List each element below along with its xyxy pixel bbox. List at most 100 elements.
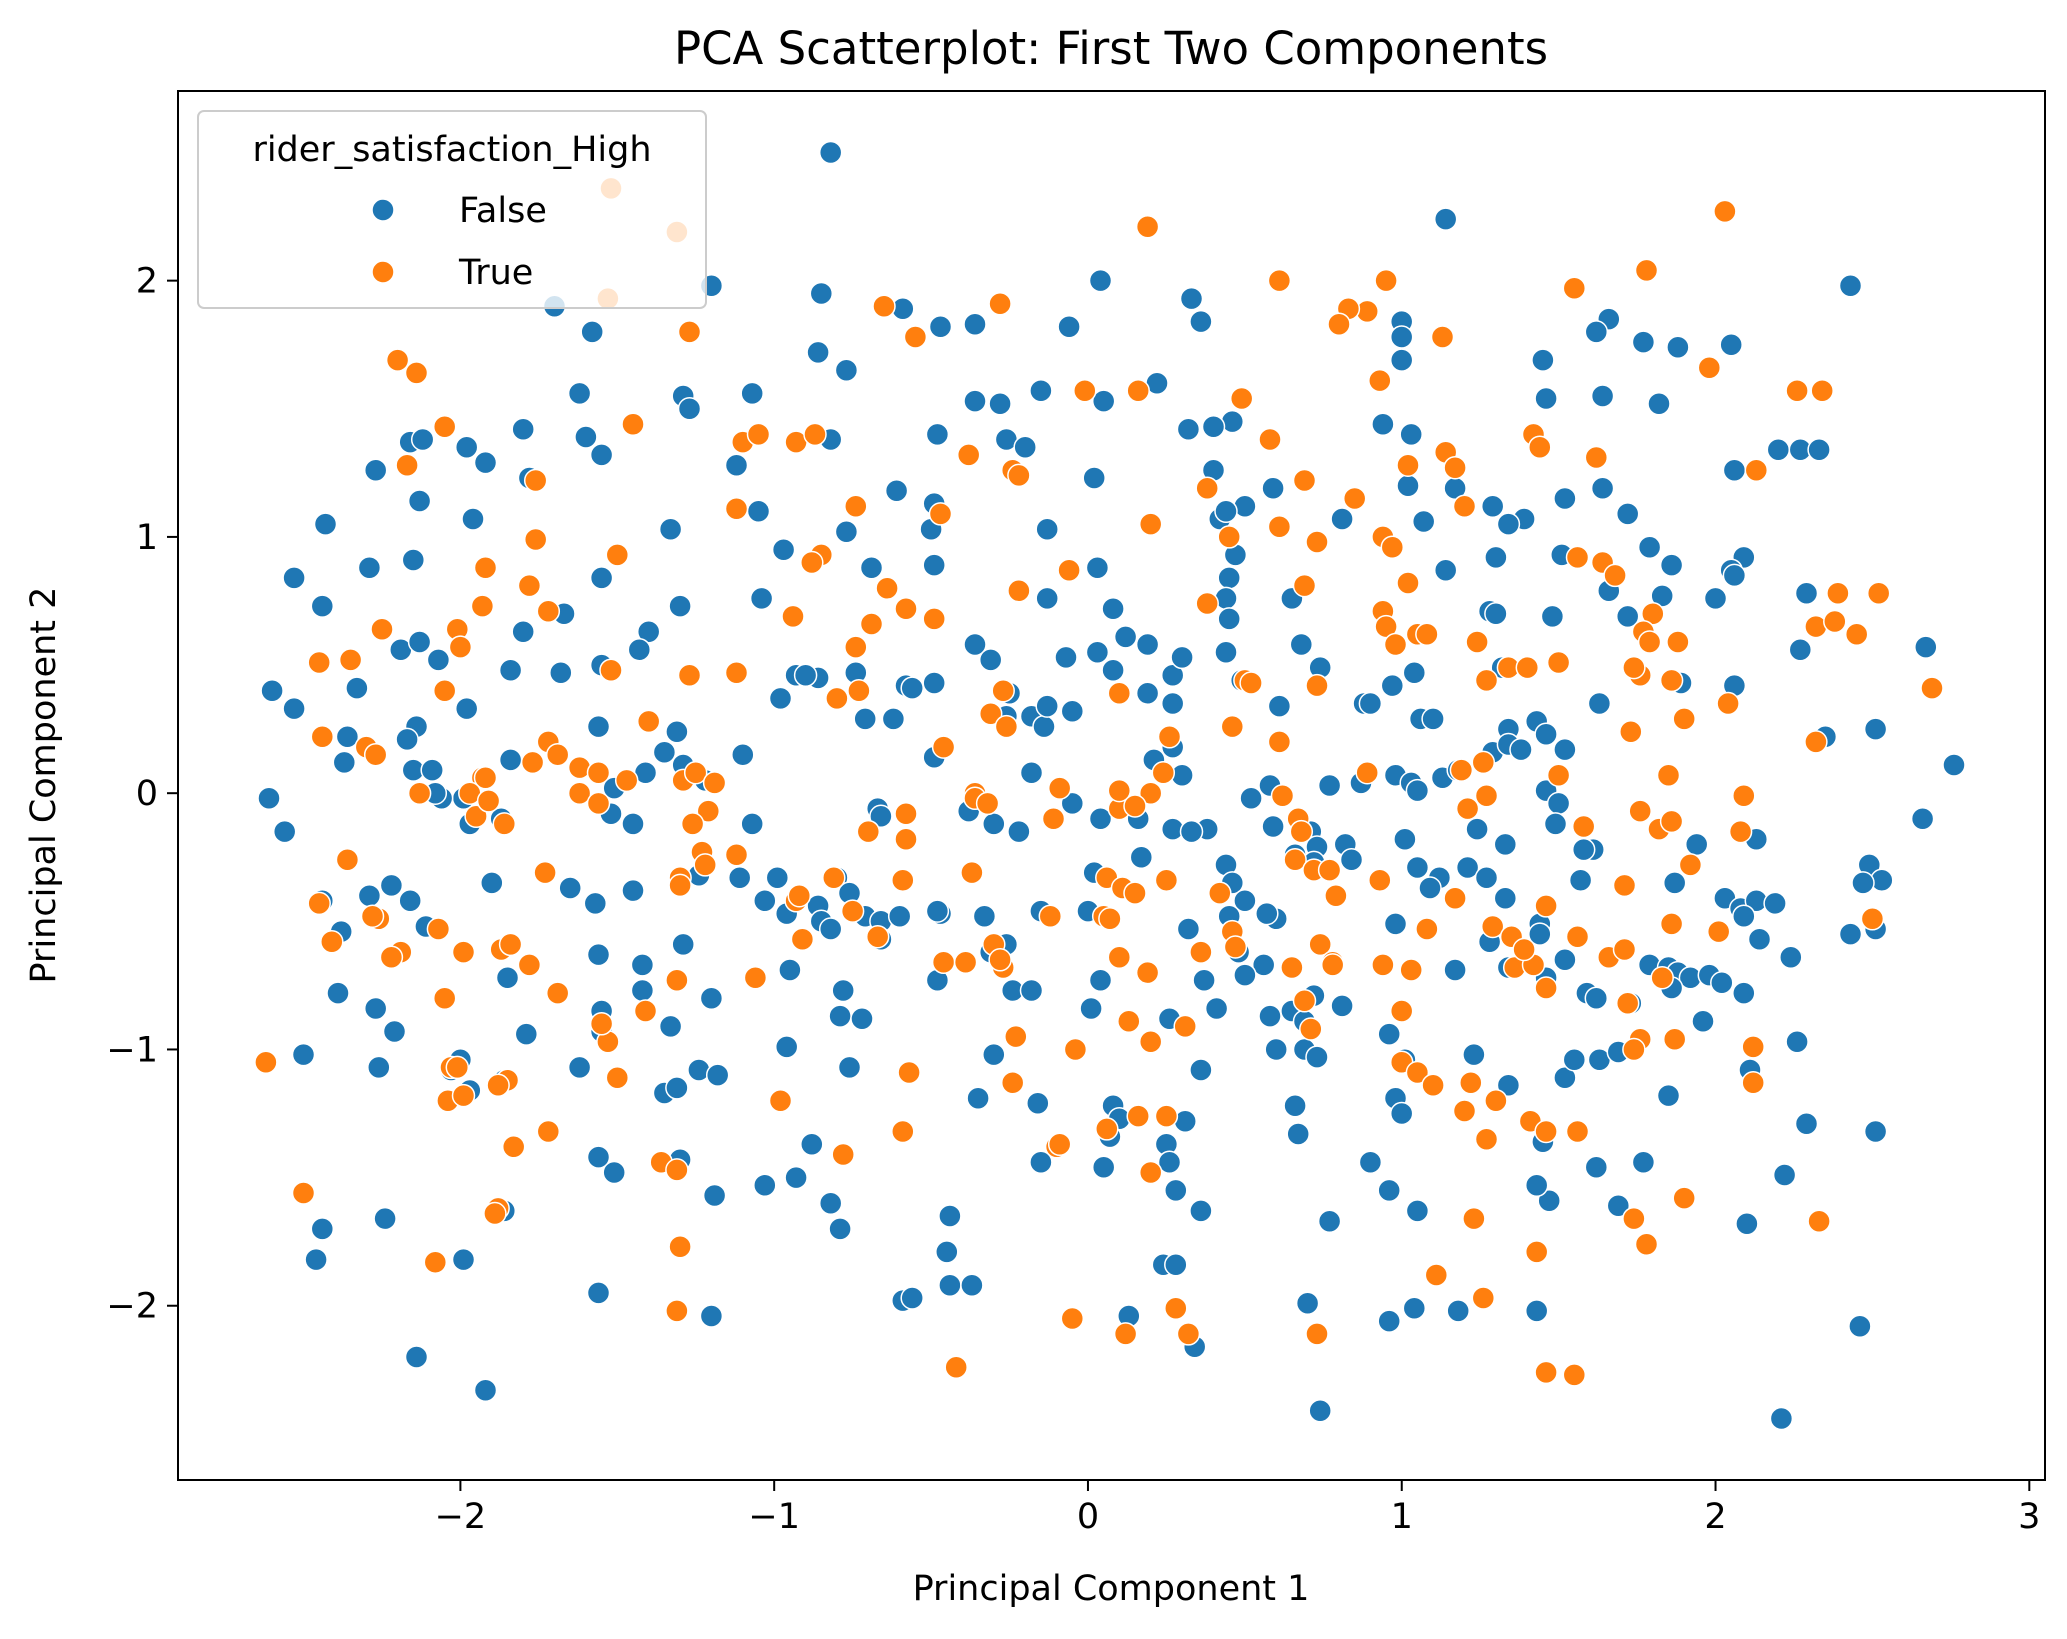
point-false-384 [586, 1145, 611, 1169]
point-true-206 [307, 891, 331, 916]
point-true-229 [1399, 958, 1423, 982]
point-false-315 [630, 978, 655, 1003]
point-true-224 [1189, 940, 1213, 964]
point-false-452 [1851, 871, 1875, 895]
point-true-76 [844, 635, 868, 659]
point-true-210 [533, 860, 557, 885]
point-true-109 [1107, 681, 1132, 705]
point-false-239 [379, 873, 404, 898]
point-true-171 [1474, 784, 1499, 808]
point-false-225 [1393, 827, 1417, 852]
point-true-295 [831, 1142, 855, 1167]
point-false-123 [1113, 625, 1138, 649]
point-false-246 [753, 889, 777, 913]
point-true-247 [743, 965, 768, 990]
point-true-330 [787, 883, 812, 908]
point-false-421 [1377, 1178, 1401, 1203]
point-false-100 [1433, 558, 1458, 582]
point-true-262 [589, 1012, 614, 1036]
point-false-133 [922, 671, 946, 695]
point-false-420 [1164, 1252, 1188, 1277]
point-true-8 [1267, 268, 1292, 293]
point-false-390 [1091, 1155, 1116, 1180]
point-true-165 [1041, 807, 1066, 831]
x-tick-label-2: 0 [1077, 1497, 1099, 1537]
point-true-321 [1622, 1206, 1646, 1231]
point-true-112 [1305, 673, 1329, 698]
point-true-328 [445, 1055, 470, 1080]
point-false-94 [859, 555, 884, 580]
point-true-64 [1565, 545, 1590, 570]
point-true-62 [1007, 578, 1031, 603]
point-true-41 [395, 453, 419, 477]
point-false-238 [398, 889, 422, 913]
y-tick-label-4: 2 [136, 262, 158, 302]
point-true-252 [1320, 953, 1345, 977]
point-true-242 [426, 917, 451, 941]
point-false-230 [1543, 812, 1568, 836]
point-true-192 [1154, 868, 1179, 893]
point-true-100 [448, 635, 473, 659]
point-true-272 [1622, 1037, 1646, 1062]
point-true-191 [1123, 881, 1147, 905]
point-false-0 [818, 140, 843, 165]
point-false-241 [558, 876, 582, 900]
point-true-57 [1380, 535, 1405, 559]
point-false-175 [420, 758, 444, 782]
point-false-413 [935, 1240, 959, 1264]
point-true-231 [1534, 976, 1558, 1000]
point-false-342 [567, 1055, 592, 1080]
point-false-186 [1019, 760, 1044, 785]
point-false-69 [1480, 494, 1505, 518]
point-false-267 [1418, 876, 1442, 900]
point-false-86 [1659, 553, 1684, 577]
point-false-88 [282, 566, 306, 590]
point-true-271 [1405, 1060, 1430, 1085]
point-true-159 [696, 799, 721, 823]
point-false-71 [1553, 486, 1577, 511]
point-false-18 [1631, 330, 1656, 354]
point-false-106 [1722, 563, 1747, 588]
point-false-75 [461, 507, 485, 531]
point-true-97 [1844, 622, 1869, 647]
point-true-180 [492, 812, 517, 836]
point-false-44 [724, 453, 749, 477]
point-true-326 [1562, 1363, 1587, 1387]
point-false-76 [658, 517, 683, 541]
point-false-395 [1286, 1122, 1310, 1146]
point-false-15 [1389, 325, 1414, 349]
point-false-414 [938, 1273, 962, 1297]
point-true-127 [586, 760, 611, 785]
point-false-31 [1029, 379, 1053, 403]
point-true-73 [875, 576, 899, 600]
point-false-85 [1637, 535, 1662, 559]
point-true-281 [768, 1088, 793, 1113]
point-true-288 [1452, 1099, 1477, 1123]
point-false-408 [451, 1247, 476, 1272]
point-false-220 [1261, 814, 1285, 839]
point-true-117 [1659, 668, 1684, 693]
point-true-175 [1659, 809, 1684, 834]
x-tick-label-0: −2 [435, 1497, 487, 1537]
point-true-16 [1430, 325, 1455, 349]
point-false-95 [922, 553, 946, 577]
point-true-280 [605, 1065, 630, 1090]
point-false-209 [740, 812, 764, 836]
point-false-446 [1863, 717, 1888, 741]
point-false-211 [869, 804, 893, 829]
y-tick-label-0: −2 [106, 1287, 158, 1327]
point-false-309 [1747, 927, 1772, 952]
point-false-233 [1684, 832, 1709, 857]
point-true-177 [407, 781, 432, 805]
point-false-316 [699, 986, 724, 1010]
point-false-310 [1838, 922, 1863, 946]
point-false-283 [586, 942, 611, 967]
point-true-284 [1126, 1104, 1150, 1128]
point-false-338 [1779, 945, 1803, 969]
point-false-51 [1371, 412, 1395, 436]
point-false-152 [793, 663, 818, 688]
point-false-245 [727, 866, 752, 890]
point-false-394 [1164, 1178, 1188, 1203]
point-true-264 [1004, 1024, 1028, 1049]
point-true-170 [1455, 796, 1480, 821]
